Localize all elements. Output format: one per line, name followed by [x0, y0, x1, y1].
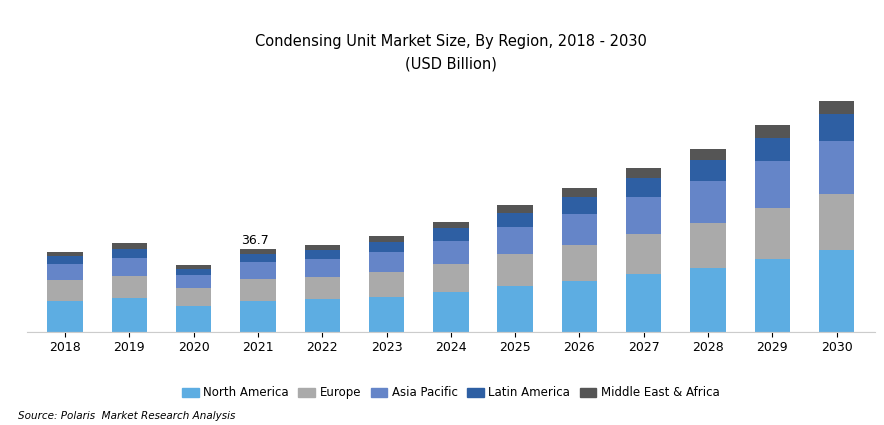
Bar — [433, 241, 469, 264]
Bar — [111, 276, 147, 298]
Bar — [369, 297, 404, 332]
Bar — [819, 250, 854, 332]
Bar — [240, 263, 276, 279]
Bar — [626, 197, 661, 234]
Bar — [176, 275, 211, 288]
Bar — [176, 269, 211, 275]
Bar — [561, 214, 597, 245]
Bar — [498, 286, 533, 332]
Bar — [626, 234, 661, 275]
Bar — [755, 125, 790, 138]
Bar — [48, 256, 83, 264]
Bar — [48, 301, 83, 332]
Text: Source: Polaris  Market Research Analysis: Source: Polaris Market Research Analysis — [18, 411, 235, 421]
Bar — [305, 245, 340, 250]
Bar — [690, 149, 726, 160]
Bar — [433, 292, 469, 332]
Bar — [755, 208, 790, 259]
Bar — [48, 264, 83, 280]
Bar — [690, 223, 726, 268]
Bar — [626, 178, 661, 197]
Title: Condensing Unit Market Size, By Region, 2018 - 2030
(USD Billion): Condensing Unit Market Size, By Region, … — [255, 34, 647, 71]
Bar — [498, 205, 533, 213]
Bar — [819, 101, 854, 114]
Bar — [819, 141, 854, 194]
Bar — [561, 281, 597, 332]
Bar — [369, 242, 404, 252]
Bar — [433, 228, 469, 241]
Bar — [48, 252, 83, 256]
Bar — [240, 279, 276, 300]
Bar — [369, 252, 404, 272]
Bar — [755, 259, 790, 332]
Bar — [111, 244, 147, 249]
Bar — [240, 300, 276, 332]
Bar — [433, 222, 469, 228]
Bar — [176, 288, 211, 306]
Bar — [498, 213, 533, 227]
Bar — [305, 259, 340, 277]
Bar — [305, 299, 340, 332]
Bar — [498, 227, 533, 254]
Bar — [819, 194, 854, 250]
Bar — [626, 275, 661, 332]
Bar — [755, 161, 790, 208]
Bar — [819, 114, 854, 141]
Bar — [369, 272, 404, 297]
Bar — [690, 268, 726, 332]
Bar — [561, 245, 597, 281]
Bar — [111, 298, 147, 332]
Text: 36.7: 36.7 — [240, 235, 269, 247]
Bar — [48, 280, 83, 301]
Legend: North America, Europe, Asia Pacific, Latin America, Middle East & Africa: North America, Europe, Asia Pacific, Lat… — [178, 382, 724, 404]
Bar — [111, 249, 147, 258]
Bar — [561, 188, 597, 197]
Bar — [690, 181, 726, 223]
Bar — [240, 254, 276, 263]
Bar — [433, 264, 469, 292]
Bar — [498, 254, 533, 286]
Bar — [305, 277, 340, 299]
Bar — [369, 236, 404, 242]
Bar — [176, 306, 211, 332]
Bar — [176, 265, 211, 269]
Bar — [626, 168, 661, 178]
Bar — [111, 258, 147, 276]
Bar — [240, 249, 276, 254]
Bar — [755, 138, 790, 161]
Bar — [690, 160, 726, 181]
Bar — [561, 197, 597, 214]
Bar — [305, 250, 340, 259]
